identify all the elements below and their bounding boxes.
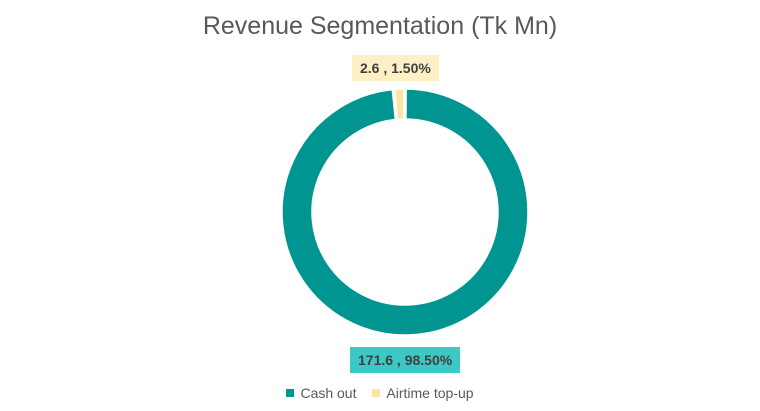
legend-label-cash-out: Cash out bbox=[300, 385, 357, 401]
legend-item-airtime-top-up: Airtime top-up bbox=[372, 385, 474, 401]
slice-cash-out bbox=[281, 88, 529, 336]
legend-item-cash-out: Cash out bbox=[286, 385, 357, 401]
data-label-cash-out: 171.6 , 98.50% bbox=[350, 347, 461, 373]
slice-airtime-top-up bbox=[393, 88, 405, 121]
legend-swatch-airtime-top-up bbox=[372, 389, 381, 398]
legend-label-airtime-top-up: Airtime top-up bbox=[386, 385, 474, 401]
data-label-airtime-top-up: 2.6 , 1.50% bbox=[352, 55, 439, 81]
legend: Cash out Airtime top-up bbox=[0, 385, 760, 401]
chart-title: Revenue Segmentation (Tk Mn) bbox=[202, 12, 558, 40]
legend-swatch-cash-out bbox=[286, 389, 295, 398]
